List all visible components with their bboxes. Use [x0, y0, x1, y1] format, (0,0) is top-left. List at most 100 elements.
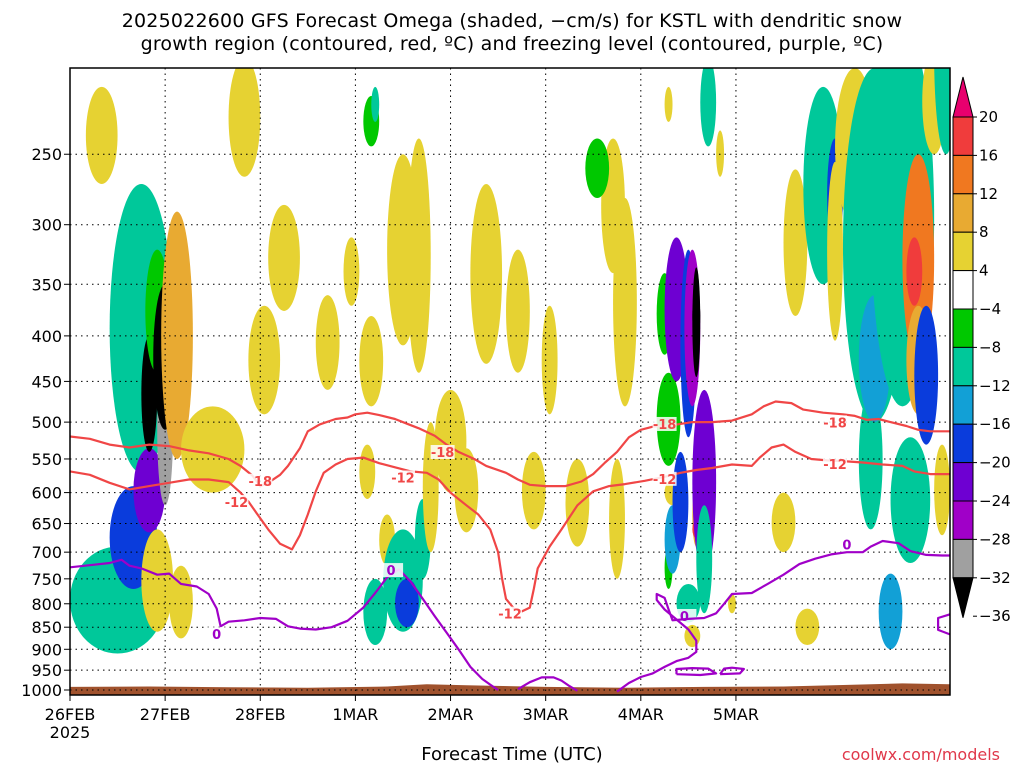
colorbar-label-11: −28 [979, 530, 1011, 548]
y-tick-label-750: 750 [31, 570, 62, 589]
colorbar-swatch-11 [952, 500, 974, 540]
colorbar-label-9: −20 [979, 454, 1011, 472]
x-tick-label-1MAR: 1MAR [332, 705, 378, 724]
y-tick-label-300: 300 [31, 216, 62, 235]
y-tick-label-600: 600 [31, 484, 62, 503]
contour-label-1-0: -12 [225, 496, 249, 511]
y-tick-label-350: 350 [31, 275, 62, 294]
omega-shading [70, 68, 950, 654]
contour-label-bg-0-0 [248, 473, 273, 488]
omega-cell-54 [692, 295, 701, 336]
colorbar-label-12: −32 [979, 569, 1011, 587]
colorbar-label-2: 12 [979, 185, 998, 203]
grid-lines [70, 68, 950, 695]
omega-cell-17 [343, 237, 360, 306]
contour-label-bg-1-2 [498, 606, 522, 621]
x-tick-label-2MAR: 2MAR [428, 705, 474, 724]
omega-cell-82 [934, 68, 950, 155]
colorbar-label-4: 4 [979, 262, 989, 280]
contour-label-0-1: -18 [431, 446, 455, 461]
credit-link[interactable]: coolwx.com/models [841, 745, 1000, 764]
contour-label-bg-2-3 [834, 537, 859, 552]
terrain-fill [70, 683, 950, 695]
omega-cell-16 [315, 295, 340, 390]
omega-cell-32 [470, 183, 503, 364]
omega-cell-58 [696, 505, 713, 614]
contour-0d [675, 667, 718, 677]
colorbar-bottom-arrow [952, 577, 974, 618]
omega-cell-75 [890, 437, 931, 564]
colorbar-swatch-1 [952, 116, 974, 156]
chart-title: 2025022600 GFS Forecast Omega (shaded, −… [121, 10, 903, 32]
contour-label-2-3: 0 [842, 539, 851, 554]
colorbar-label-3: 8 [979, 223, 989, 241]
contour-label-bg-0-1 [430, 445, 455, 460]
contour-label-bg-1-4 [823, 456, 848, 471]
colorbar-label-5: −4 [979, 300, 1001, 318]
colorbar-label-1: 16 [979, 146, 998, 164]
colorbar-swatch-10 [952, 462, 974, 502]
y-axis: 250 300 350 400 450 500 550 600 650 700 750 800 850 9… [21, 145, 70, 700]
contour-0c [616, 539, 950, 693]
y-tick-label-900: 900 [31, 640, 62, 659]
x-tick-year: 2025 [50, 723, 91, 742]
contour-0 [70, 558, 499, 691]
y-tick-label-500: 500 [31, 413, 62, 432]
omega-cell-62 [771, 492, 796, 553]
omega-cell-3 [133, 448, 166, 533]
y-tick-label-850: 850 [31, 618, 62, 637]
contour-label-bg-2-1 [379, 563, 404, 578]
omega-cell-59 [700, 68, 717, 147]
contour-label-1-2: -12 [498, 608, 522, 623]
colorbar-swatch-8 [952, 385, 974, 425]
x-tick-label-28FEB: 28FEB [235, 705, 286, 724]
omega-cell-18 [359, 316, 384, 407]
colorbar-label-7: −12 [979, 377, 1011, 395]
colorbar-label-6: −8 [979, 338, 1001, 356]
contour-label-bg-1-0 [224, 495, 249, 510]
omega-cell-14 [248, 305, 281, 415]
contour-label-2-2: 0 [680, 610, 689, 625]
omega-cell-9 [161, 211, 193, 459]
contour-label-0-0: -18 [249, 475, 273, 490]
omega-cell-39 [613, 198, 637, 407]
y-tick-label-400: 400 [31, 327, 62, 346]
omega-cell-63 [783, 169, 808, 317]
x-tick-label-26FEB: 26FEB [45, 705, 96, 724]
omega-cell-31 [454, 448, 479, 533]
omega-cell-60 [716, 130, 725, 177]
omega-cell-73 [878, 573, 903, 650]
x-tick-label-4MAR: 4MAR [618, 705, 664, 724]
y-tick-label-950: 950 [31, 661, 62, 680]
contour-label-0-2: -18 [653, 418, 677, 433]
contour-label-1-4: -12 [823, 458, 847, 473]
omega-cell-11 [180, 406, 245, 493]
omega-cell-27 [395, 578, 419, 628]
colorbar-swatch-3 [952, 193, 974, 233]
omega-cell-19 [363, 578, 388, 645]
omega-cell-81 [934, 444, 950, 536]
omega-cell-67 [827, 161, 843, 341]
omega-cell-36 [565, 458, 590, 547]
colorbar-swatch-6 [952, 308, 974, 348]
omega-cell-6 [141, 529, 174, 632]
omega-cell-42 [664, 86, 673, 123]
omega-cell-79 [914, 305, 939, 445]
y-tick-label-250: 250 [31, 145, 62, 164]
omega-cell-77 [906, 237, 923, 306]
x-axis: 26FEB 27FEB 28FEB 1MAR 2MAR 3MAR 4MAR 5MAR 2025 [45, 695, 759, 742]
contour-0e [719, 666, 745, 676]
x-tick-label-3MAR: 3MAR [523, 705, 569, 724]
colorbar-swatch-12 [952, 538, 974, 579]
colorbar-legend: 20 16 12 8 4 −4 −8 −12 −16 −20 −24 −28 −32 −36 [952, 76, 1011, 625]
omega-cell-40 [585, 138, 610, 199]
y-tick-label-450: 450 [31, 372, 62, 391]
colorbar-label-10: −24 [979, 492, 1011, 510]
omega-cell-34 [521, 451, 546, 530]
colorbar-label-13: −36 [979, 607, 1011, 625]
omega-cell-33 [506, 249, 530, 373]
contour-label-1-1: -12 [391, 471, 415, 486]
contour-label-2-0: 0 [212, 628, 221, 643]
contour-label-bg-1-1 [390, 470, 415, 485]
